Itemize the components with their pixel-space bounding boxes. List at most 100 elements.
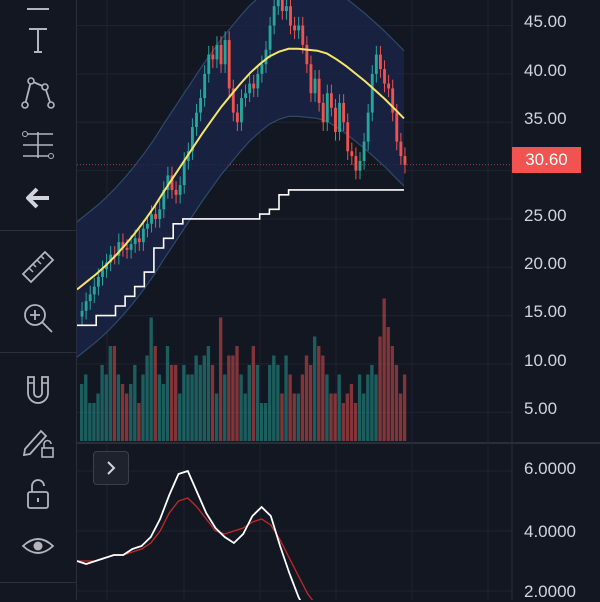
volume-bar <box>182 365 186 441</box>
candle-body <box>358 160 362 171</box>
candle-body <box>260 64 264 74</box>
volume-bar <box>202 355 206 441</box>
candle-body <box>178 185 182 195</box>
volume-bar <box>149 317 153 441</box>
candle-body <box>244 93 247 99</box>
candle-body <box>190 127 194 152</box>
volume-bar <box>231 355 235 441</box>
volume-bar <box>153 346 157 441</box>
candle-body <box>101 269 104 277</box>
volume-bar <box>133 365 137 441</box>
candle-body <box>84 301 88 311</box>
candle-body <box>297 25 301 31</box>
volume-bar <box>276 365 280 441</box>
volume-bar <box>141 374 145 441</box>
unlock-icon <box>27 479 49 509</box>
candle-body <box>317 78 321 103</box>
magnet-tool[interactable] <box>13 370 63 410</box>
price-axis-tick: 15.00 <box>524 302 567 321</box>
candle-body <box>280 0 284 12</box>
volume-bar <box>239 374 243 441</box>
pattern-tool[interactable] <box>13 72 63 112</box>
candle-body <box>121 242 125 248</box>
volume-bar <box>362 393 366 441</box>
candle-body <box>362 141 366 161</box>
candle-body <box>309 64 313 94</box>
visibility-tool[interactable] <box>13 526 63 566</box>
candle-body <box>80 310 84 317</box>
text-tool[interactable] <box>13 20 63 60</box>
fib-tool[interactable] <box>13 125 63 165</box>
volume-bar <box>206 346 211 441</box>
candle-body <box>133 238 137 245</box>
volume-bar <box>235 346 239 441</box>
candle-body <box>350 151 354 157</box>
volume-bar <box>100 365 104 441</box>
volume-bar <box>337 374 341 441</box>
zoom-in-tool[interactable] <box>13 298 63 338</box>
candle-body <box>88 294 92 302</box>
volume-bar <box>251 346 256 441</box>
back-arrow-icon <box>26 187 49 209</box>
volume-bar <box>296 393 300 441</box>
fib-tool-icon <box>22 131 54 159</box>
volume-bar <box>129 384 133 441</box>
candle-body <box>301 25 305 45</box>
candle-body <box>387 83 391 89</box>
bollinger-band-fill <box>77 0 404 358</box>
volume-bar <box>292 393 296 441</box>
drawing-toolbar <box>0 0 77 600</box>
text-tool-icon <box>29 28 47 53</box>
candle-body <box>354 156 358 171</box>
candle-body <box>211 54 215 60</box>
volume-bar <box>227 355 231 441</box>
oscillator-pane[interactable] <box>77 443 600 600</box>
candle-body <box>321 102 325 123</box>
price-axis-tick: 25.00 <box>524 206 567 225</box>
volume-bar <box>321 355 325 441</box>
volume-bar <box>394 365 399 441</box>
candle-body <box>141 228 145 243</box>
volume-bar <box>304 355 309 441</box>
expand-legend-button[interactable] <box>93 451 129 485</box>
volume-bar <box>263 403 268 441</box>
candle-body <box>395 112 399 142</box>
volume-bar <box>88 403 92 441</box>
candle-body <box>403 156 407 165</box>
candle-body <box>223 40 227 65</box>
volume-bar <box>349 384 354 441</box>
back-arrow-tool[interactable] <box>13 178 63 218</box>
magnet-icon <box>27 376 49 404</box>
candle-body <box>289 6 292 26</box>
price-chart-pane[interactable] <box>77 0 600 442</box>
volume-bar <box>357 374 362 441</box>
candle-body <box>325 93 329 123</box>
candle-body <box>150 214 153 224</box>
volume-bar <box>145 355 149 441</box>
ruler-tool[interactable] <box>13 247 63 287</box>
candle-body <box>313 78 317 94</box>
candle-body <box>231 88 235 113</box>
unlock-tool[interactable] <box>13 474 63 514</box>
oscillator-axis-tick: 4.0000 <box>524 522 576 541</box>
current-price-label: 30.60 <box>512 147 581 173</box>
pane-separator[interactable] <box>77 442 600 444</box>
volume-bar <box>390 346 395 441</box>
eye-icon <box>21 538 55 554</box>
candle-body <box>342 102 346 123</box>
volume-bar <box>341 403 345 441</box>
candle-body <box>203 73 207 99</box>
toolbar-divider <box>0 582 76 583</box>
volume-bar <box>255 365 260 441</box>
volume-bar <box>284 355 288 441</box>
lock-drawing-tool[interactable] <box>13 422 63 462</box>
ruler-icon <box>21 250 55 284</box>
volume-bar <box>190 374 194 441</box>
cursor-tool[interactable] <box>13 0 63 20</box>
oscillator-axis-tick: 6.0000 <box>524 459 576 478</box>
candle-body <box>366 112 370 142</box>
candle-body <box>158 209 162 219</box>
volume-bar <box>165 346 170 441</box>
volume-bar <box>161 384 166 441</box>
price-axis-tick: 10.00 <box>524 351 567 370</box>
